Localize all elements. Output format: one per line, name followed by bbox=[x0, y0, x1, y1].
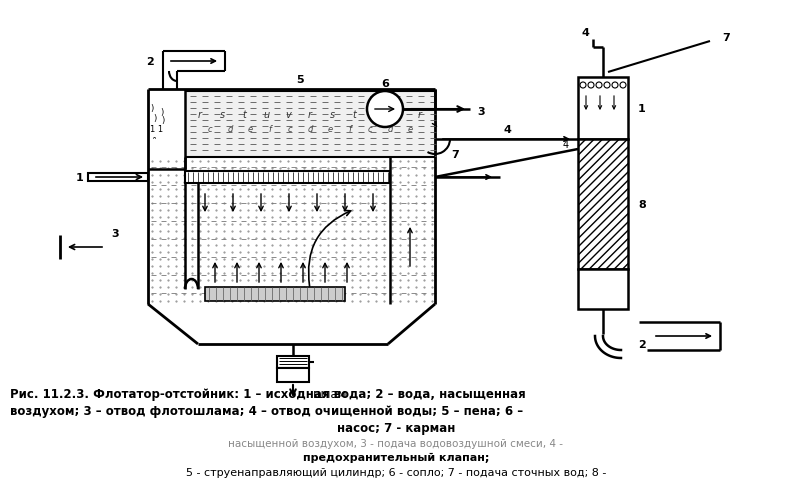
Circle shape bbox=[604, 83, 610, 89]
Text: e: e bbox=[408, 125, 412, 134]
Bar bbox=[205, 288, 345, 302]
Circle shape bbox=[367, 92, 403, 128]
Text: 6: 6 bbox=[381, 79, 389, 89]
Bar bbox=[277, 356, 309, 368]
Circle shape bbox=[588, 83, 594, 89]
Text: v: v bbox=[285, 110, 291, 120]
Text: f: f bbox=[269, 125, 271, 134]
Text: e: e bbox=[328, 125, 332, 134]
Bar bbox=[185, 172, 390, 184]
Bar bbox=[88, 174, 148, 182]
Text: предохранительный клапан;: предохранительный клапан; bbox=[303, 452, 489, 462]
Circle shape bbox=[620, 83, 626, 89]
Text: 1: 1 bbox=[638, 104, 646, 114]
Text: 7: 7 bbox=[722, 33, 730, 43]
Text: s: s bbox=[220, 110, 224, 120]
Text: насыщенной воздухом, 3 - подача водовоздушной смеси, 4 -: насыщенной воздухом, 3 - подача водовозд… bbox=[228, 438, 564, 448]
Text: шлам: шлам bbox=[313, 388, 347, 401]
Text: 2: 2 bbox=[146, 57, 154, 67]
Text: 2: 2 bbox=[638, 339, 646, 349]
Text: u: u bbox=[263, 110, 269, 120]
Text: u: u bbox=[373, 110, 379, 120]
Text: 7: 7 bbox=[451, 150, 459, 160]
Text: 3: 3 bbox=[477, 107, 485, 117]
Text: 3: 3 bbox=[111, 228, 119, 238]
Text: d: d bbox=[387, 125, 393, 134]
Text: ): ) bbox=[161, 115, 165, 124]
FancyArrowPatch shape bbox=[308, 211, 351, 287]
Circle shape bbox=[612, 83, 618, 89]
Text: 4: 4 bbox=[581, 28, 589, 38]
Text: c: c bbox=[208, 125, 213, 134]
Text: ): ) bbox=[153, 113, 157, 122]
Bar bbox=[185, 92, 435, 158]
Text: 5 - струенаправляющий цилиндр; 6 - сопло; 7 - подача сточных вод; 8 -: 5 - струенаправляющий цилиндр; 6 - сопло… bbox=[186, 467, 606, 477]
Text: t: t bbox=[242, 110, 246, 120]
Circle shape bbox=[580, 83, 586, 89]
Bar bbox=[578, 140, 628, 270]
Text: насос; 7 - карман: насос; 7 - карман bbox=[337, 421, 455, 434]
Text: 5: 5 bbox=[297, 75, 304, 85]
Text: ): ) bbox=[160, 107, 163, 116]
Text: 8: 8 bbox=[638, 199, 646, 209]
Text: e: e bbox=[247, 125, 252, 134]
Bar bbox=[578, 78, 628, 140]
Bar bbox=[578, 270, 628, 310]
Text: 1 1: 1 1 bbox=[151, 125, 163, 134]
Text: c: c bbox=[288, 125, 293, 134]
Text: r: r bbox=[198, 110, 202, 120]
Text: d: d bbox=[308, 125, 312, 134]
Text: ): ) bbox=[151, 103, 154, 112]
Text: t: t bbox=[352, 110, 356, 120]
Text: 4: 4 bbox=[503, 125, 511, 135]
Text: 4: 4 bbox=[563, 140, 569, 150]
Text: r: r bbox=[418, 110, 422, 120]
Text: d: d bbox=[228, 125, 232, 134]
Text: Рис. 11.2.3. Флотатор-отстойник: 1 – исходная вода; 2 – вода, насыщенная: Рис. 11.2.3. Флотатор-отстойник: 1 – исх… bbox=[10, 387, 526, 400]
Text: 1: 1 bbox=[76, 173, 84, 183]
Bar bbox=[277, 368, 309, 382]
Text: воздухом; 3 – отвод флотошлама; 4 – отвод очищенной воды; 5 – пена; 6 –: воздухом; 3 – отвод флотошлама; 4 – отво… bbox=[10, 404, 523, 417]
Text: c: c bbox=[368, 125, 372, 134]
Text: s: s bbox=[329, 110, 335, 120]
Text: r: r bbox=[308, 110, 312, 120]
Text: f: f bbox=[348, 125, 351, 134]
Circle shape bbox=[596, 83, 602, 89]
Text: v: v bbox=[395, 110, 401, 120]
